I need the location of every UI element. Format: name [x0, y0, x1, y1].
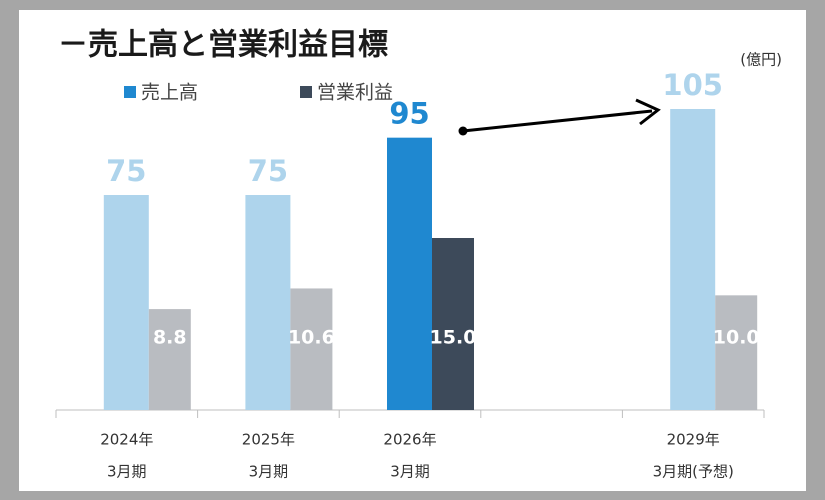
unit-label: (億円)	[740, 51, 782, 69]
data-label: 15.0	[430, 327, 477, 349]
data-label: 8.8	[153, 327, 187, 349]
x-tick-label: 3月期	[107, 463, 147, 481]
x-tick-label: 2029年	[667, 431, 720, 449]
x-tick-label: 2026年	[383, 431, 436, 449]
legend-label: 売上高	[141, 82, 198, 104]
legend-label: 営業利益	[317, 82, 393, 104]
x-tick-label: 3月期(予想)	[653, 463, 734, 481]
x-tick-label: 2025年	[242, 431, 295, 449]
legend-swatch	[300, 86, 312, 98]
bar	[387, 137, 432, 410]
data-label: 10.0	[713, 327, 760, 349]
bar	[148, 309, 191, 410]
x-tick-label: 3月期	[249, 463, 289, 481]
data-label: 105	[662, 68, 723, 102]
legend-swatch	[124, 86, 136, 98]
data-label: 75	[248, 154, 288, 188]
data-label: 95	[389, 97, 429, 131]
data-label: 10.6	[288, 327, 335, 349]
x-tick-label: 3月期	[390, 463, 430, 481]
x-tick-label: 2024年	[100, 431, 153, 449]
arrow	[462, 109, 653, 133]
bar	[670, 109, 716, 410]
chart-title: －売上高と営業利益目標	[58, 28, 388, 63]
bar	[103, 195, 149, 410]
bar	[432, 238, 474, 410]
bar	[245, 195, 291, 410]
bar	[290, 288, 333, 410]
data-label: 75	[106, 154, 146, 188]
arrow-head	[635, 98, 661, 126]
arrow-dot	[458, 126, 468, 136]
bar	[715, 295, 758, 410]
